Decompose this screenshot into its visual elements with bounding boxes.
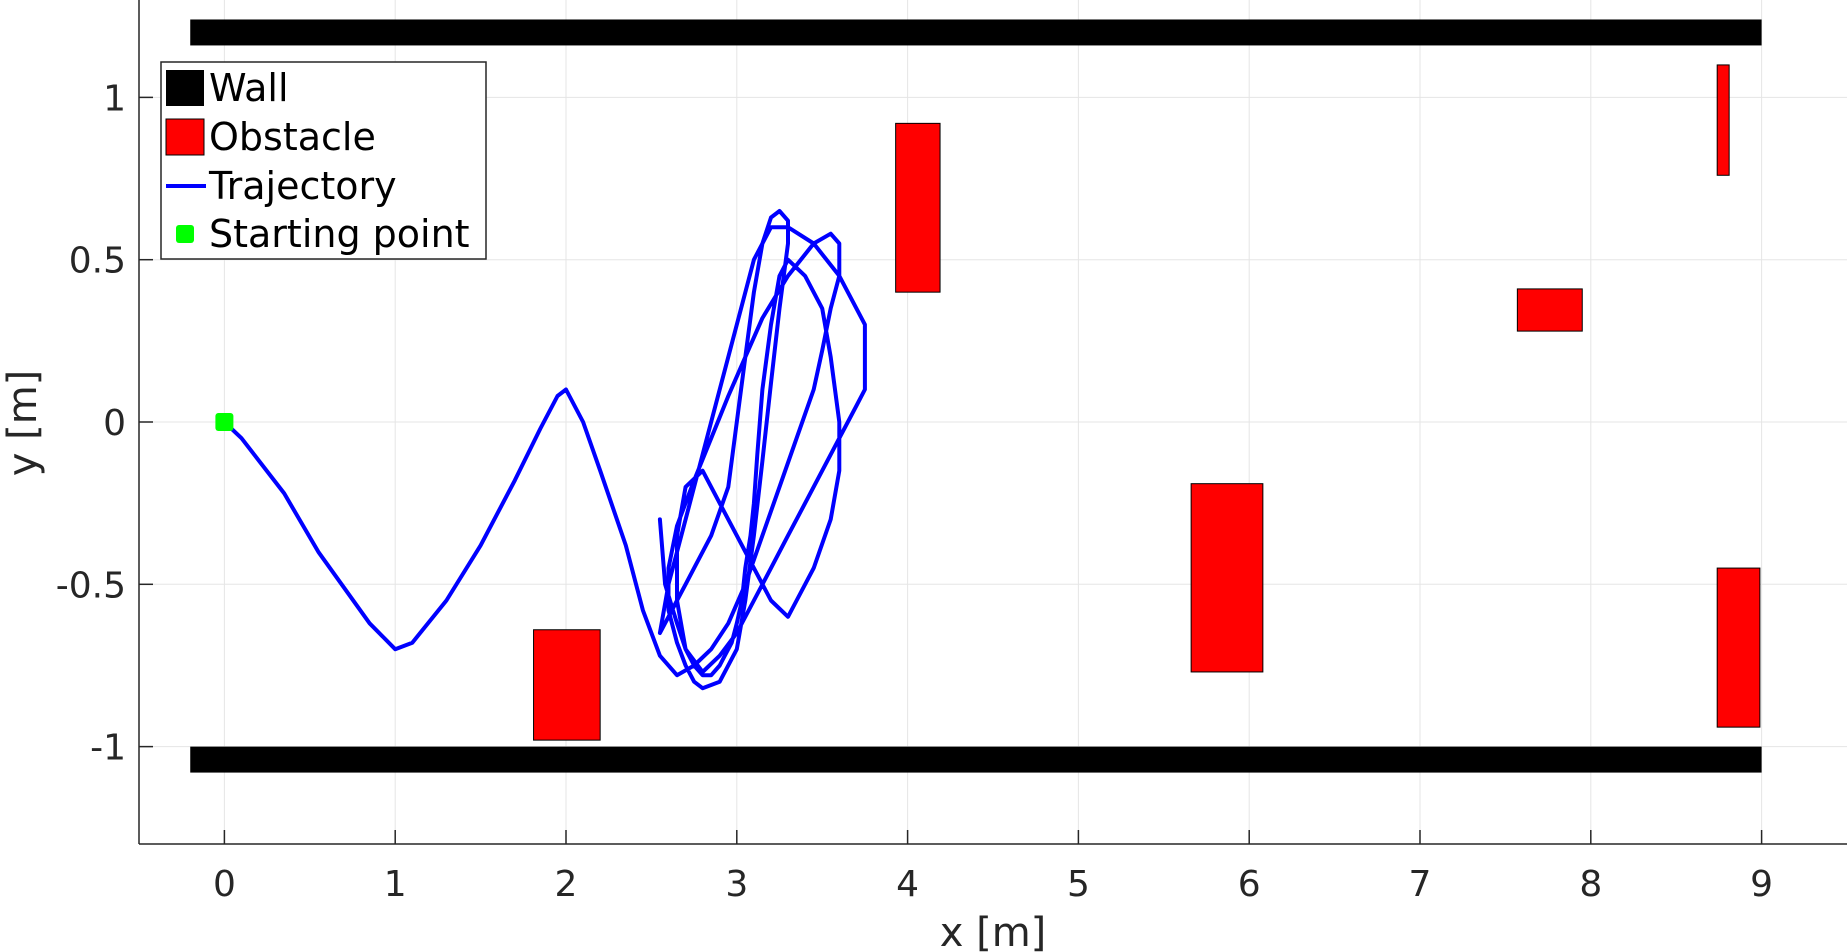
y-tick-label-1: -0.5 [56,565,126,606]
y-tick-label-2: 0 [103,403,126,444]
legend-box [160,61,487,260]
legend-item-wall: Wall [166,66,289,110]
obstacle-2 [1190,483,1264,673]
x-tick-label-4: 4 [896,864,919,905]
trajectory-series [222,209,867,691]
x-axis-label: x [m] [940,910,1047,952]
x-tick-label-7: 7 [1409,864,1432,905]
x-tick-label-8: 8 [1579,864,1602,905]
wall-1 [190,746,1762,773]
legend-swatch-obstacle [165,118,205,156]
walls [190,19,1762,773]
legend-label-start: Starting point [209,212,470,256]
x-tick-label-1: 1 [384,864,407,905]
legend-label-wall: Wall [209,66,289,110]
trajectory-line [222,209,867,691]
legend-label-trajectory: Trajectory [208,164,397,208]
y-tick-label-3: 0.5 [69,241,126,282]
start-point-marker [215,413,234,431]
start-point [215,413,234,431]
x-tick-label-6: 6 [1238,864,1261,905]
x-tick-label-0: 0 [213,864,236,905]
x-tick-label-2: 2 [555,864,578,905]
obstacles [533,64,1761,741]
y-tick-label-0: -1 [90,728,126,769]
obstacle-5 [1716,567,1761,728]
obstacle-0 [895,122,941,293]
legend-item-start: Starting point [176,212,470,256]
y-tick-label-4: 1 [103,78,126,119]
legend-swatch-wall [166,70,204,106]
x-tick-label-3: 3 [725,864,748,905]
legend-item-obstacle: Obstacle [165,115,376,159]
y-axis-label: y [m] [0,370,46,477]
obstacle-1 [533,629,601,741]
obstacle-3 [1516,288,1583,332]
legend-swatch-start [176,225,194,243]
wall-0 [190,19,1762,46]
tick-labels: 0 1 2 3 4 5 6 7 8 9 -1 -0.5 0 0.5 1 [56,78,1773,905]
legend-item-trajectory: Trajectory [166,164,397,208]
legend-label-obstacle: Obstacle [209,115,376,159]
x-tick-label-5: 5 [1067,864,1090,905]
obstacle-4 [1716,64,1730,176]
axes [138,0,1847,845]
x-tick-label-9: 9 [1750,864,1773,905]
